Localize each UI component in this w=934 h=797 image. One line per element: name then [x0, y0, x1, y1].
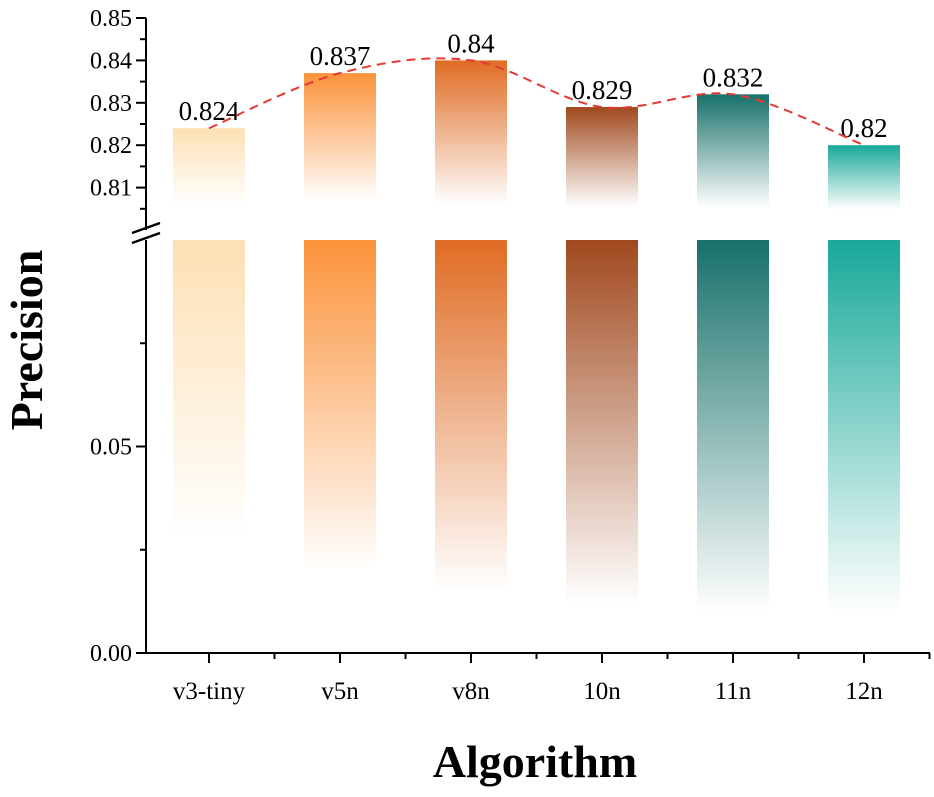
y-tick-label: 0.82: [90, 133, 132, 159]
x-tick-label-v3-tiny: v3-tiny: [173, 678, 246, 705]
y-tick-label: 0.81: [90, 176, 132, 202]
y-tick-label: 0.84: [90, 48, 132, 74]
bar-lower-12n: [828, 240, 900, 653]
bar-upper-12n: [828, 145, 900, 212]
value-label-12n: 0.82: [840, 113, 887, 143]
x-tick-label-v8n: v8n: [452, 678, 490, 705]
bar-upper-11n: [697, 94, 769, 212]
value-label-v5n: 0.837: [310, 41, 371, 71]
bar-lower-10n: [566, 240, 638, 653]
x-tick-label-10n: 10n: [583, 678, 621, 705]
value-label-v8n: 0.84: [447, 28, 495, 58]
y-tick-label: 0.83: [90, 91, 132, 117]
bar-lower-11n: [697, 240, 769, 653]
bar-lower-v8n: [435, 240, 507, 653]
value-label-10n: 0.829: [572, 75, 633, 105]
x-tick-label-11n: 11n: [715, 678, 752, 705]
x-axis-title: Algorithm: [433, 736, 637, 787]
y-tick-label: 0.00: [90, 641, 132, 667]
bar-upper-10n: [566, 107, 638, 212]
axis-layer: 0.00 0.05 0.81 0.82 0.83 0.84 0.85: [90, 6, 931, 667]
x-tick-label-12n: 12n: [845, 678, 883, 705]
x-tick-label-v5n: v5n: [321, 678, 359, 705]
y-tick-label: 0.85: [90, 6, 132, 32]
value-label-11n: 0.832: [703, 62, 764, 92]
bar-upper-v5n: [304, 73, 376, 213]
bar-lower-v5n: [304, 240, 376, 653]
y-axis-title: Precision: [1, 250, 52, 431]
trend-line: [208, 57, 865, 147]
value-label-v3-tiny: 0.824: [179, 96, 240, 126]
bar-upper-v3-tiny: [173, 128, 245, 212]
axis-break-mark: [131, 221, 161, 245]
bar-lower-v3-tiny: [173, 240, 245, 653]
y-tick-label: 0.05: [90, 435, 132, 461]
bar-upper-v8n: [435, 60, 507, 213]
bars-layer: [173, 60, 900, 653]
labels-layer: 0.824 v3-tiny 0.837 v5n 0.84 v8n 0.829 10n 0.832…: [173, 28, 888, 705]
